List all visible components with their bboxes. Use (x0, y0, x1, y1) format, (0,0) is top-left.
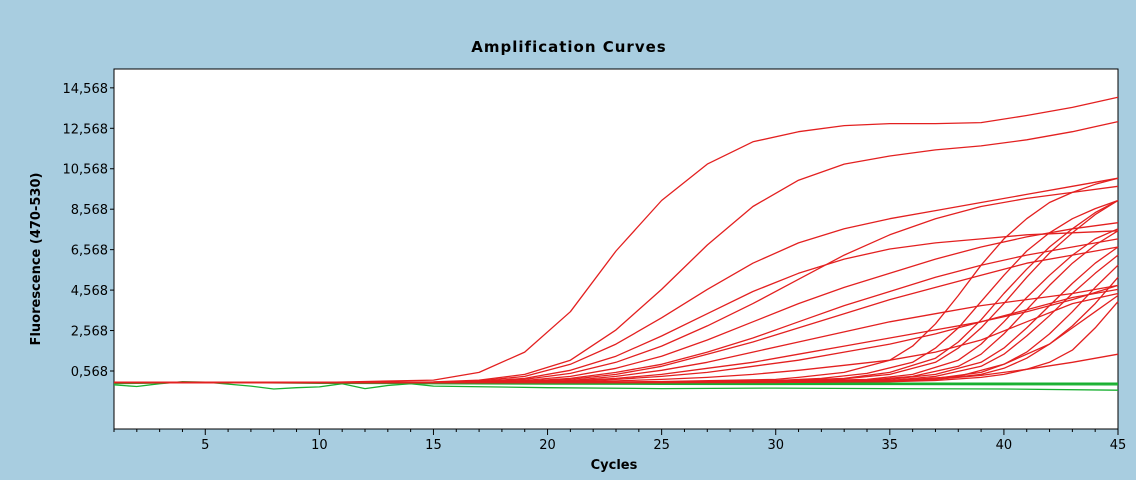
series-layer (113, 96, 1119, 391)
x-tick-label: 10 (311, 438, 328, 453)
x-axis-label: Cycles (591, 458, 638, 473)
y-tick-label: 6,568 (71, 244, 108, 259)
y-tick-label: 4,568 (71, 284, 108, 299)
x-tick-label: 20 (539, 438, 556, 453)
chart-title: Amplification Curves (471, 38, 666, 56)
amplification-curve-25 (114, 276, 1119, 384)
x-tick-label: 5 (201, 438, 209, 453)
x-tick-label: 15 (425, 438, 442, 453)
y-tick-label: 2,568 (71, 325, 108, 340)
y-tick-label: 0,568 (71, 365, 108, 380)
x-tick-label: 35 (882, 438, 899, 453)
y-axis: 0,568 2,568 4,568 6,568 8,568 10,568 12,568 14,… (63, 82, 114, 380)
y-tick-label: 14,568 (63, 82, 109, 97)
plot-area (113, 68, 1119, 430)
y-tick-label: 8,568 (71, 203, 108, 218)
x-tick-label: 25 (653, 438, 670, 453)
y-axis-label: Fluorescence (470-530) (29, 173, 44, 346)
x-tick-label: 45 (1110, 438, 1127, 453)
y-tick-label: 12,568 (63, 122, 109, 137)
amplification-curve-1 (114, 96, 1119, 384)
x-axis: 5 10 15 20 25 30 35 40 45 (113, 429, 1127, 453)
x-tick-label: 30 (767, 438, 784, 453)
x-tick-label: 40 (996, 438, 1013, 453)
y-tick-label: 10,568 (63, 163, 109, 178)
